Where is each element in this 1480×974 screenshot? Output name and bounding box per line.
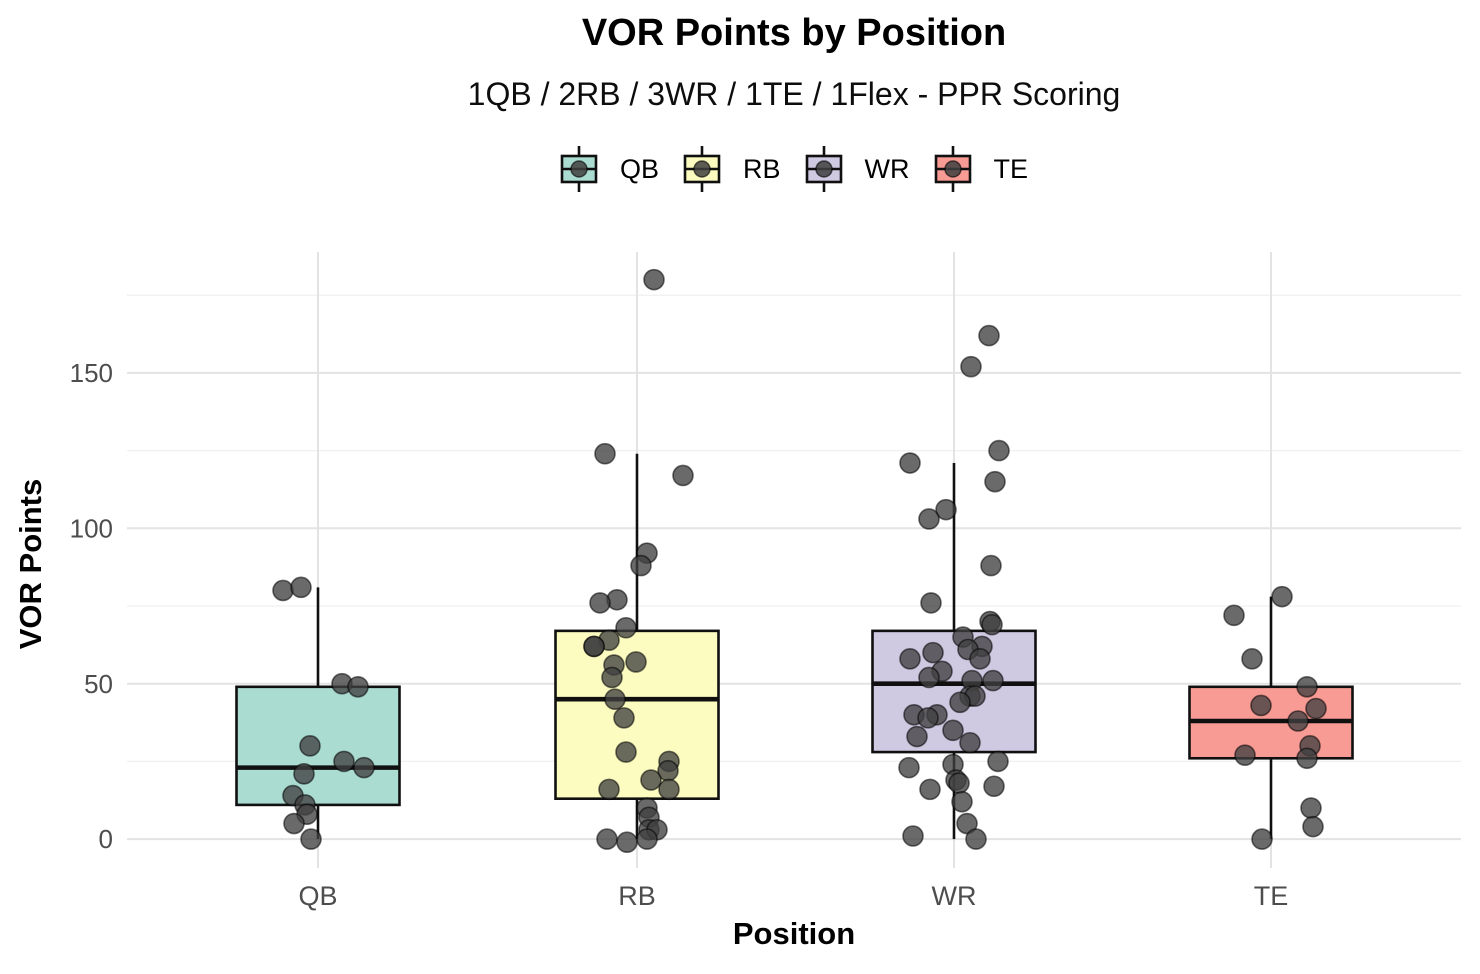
legend-key-boxplot-icon <box>805 146 842 192</box>
jitter-point-TE[interactable] <box>1296 676 1318 698</box>
jitter-point-RB[interactable] <box>640 769 662 791</box>
jitter-point-WR[interactable] <box>899 452 921 474</box>
jitter-point-RB[interactable] <box>643 268 665 291</box>
jitter-point-QB[interactable] <box>347 676 369 698</box>
jitter-point-WR[interactable] <box>965 828 987 850</box>
jitter-point-TE[interactable] <box>1300 797 1322 819</box>
jitter-point-WR[interactable] <box>980 554 1002 577</box>
jitter-point-WR[interactable] <box>949 691 971 714</box>
jitter-point-RB[interactable] <box>589 592 611 614</box>
y-tick-label: 50 <box>84 669 113 699</box>
jitter-point-WR[interactable] <box>960 355 982 378</box>
jitter-point-WR[interactable] <box>902 825 924 847</box>
jitter-point-RB[interactable] <box>583 635 605 658</box>
jitter-point-RB[interactable] <box>615 616 637 639</box>
jitter-point-TE[interactable] <box>1251 828 1273 850</box>
jitter-point-WR[interactable] <box>978 324 1000 347</box>
jitter-point-QB[interactable] <box>293 763 315 785</box>
legend-key-boxplot-icon <box>560 146 598 192</box>
legend-key-boxplot-icon <box>934 146 971 192</box>
jitter-point-RB[interactable] <box>636 828 658 850</box>
jitter-point-WR[interactable] <box>906 725 928 748</box>
jitter-point-WR[interactable] <box>935 498 957 521</box>
legend-item-TE[interactable]: TE <box>934 145 1029 193</box>
x-tick-label: QB <box>298 881 337 911</box>
jitter-point-TE[interactable] <box>1223 604 1245 627</box>
jitter-point-WR[interactable] <box>919 778 941 801</box>
jitter-point-TE[interactable] <box>1302 815 1324 838</box>
jitter-point-QB[interactable] <box>353 756 375 779</box>
jitter-point-RB[interactable] <box>604 688 626 711</box>
jitter-point-QB[interactable] <box>299 735 321 757</box>
jitter-point-TE[interactable] <box>1250 694 1272 717</box>
jitter-point-WR[interactable] <box>942 719 964 742</box>
y-tick-label: 150 <box>70 358 113 388</box>
jitter-point-WR[interactable] <box>988 439 1010 462</box>
jitter-point-QB[interactable] <box>283 812 305 835</box>
jitter-point-RB[interactable] <box>594 442 616 465</box>
jitter-point-RB[interactable] <box>616 831 638 854</box>
jitter-point-RB[interactable] <box>625 651 647 673</box>
y-tick-label: 100 <box>70 513 113 543</box>
legend-label: RB <box>743 153 781 184</box>
jitter-point-QB[interactable] <box>300 828 322 850</box>
jitter-point-RB[interactable] <box>658 778 680 801</box>
legend-item-WR[interactable]: WR <box>805 145 910 193</box>
jitter-point-WR[interactable] <box>917 707 939 729</box>
jitter-point-WR[interactable] <box>948 772 970 794</box>
jitter-point-WR[interactable] <box>899 648 921 670</box>
jitter-point-WR[interactable] <box>983 775 1005 798</box>
y-tick-label: 0 <box>99 824 113 854</box>
legend-label: QB <box>619 153 659 184</box>
chart-title: VOR Points by Position <box>581 12 1007 54</box>
y-axis-title: VOR Points <box>13 478 48 650</box>
legend-item-QB[interactable]: QB <box>560 145 659 193</box>
legend-label: TE <box>993 153 1029 184</box>
legend: QB RB WR TE <box>127 144 1461 194</box>
jitter-point-WR[interactable] <box>918 508 940 530</box>
legend-item-RB[interactable]: RB <box>683 145 781 193</box>
jitter-point-TE[interactable] <box>1296 747 1318 770</box>
jitter-point-TE[interactable] <box>1241 648 1263 670</box>
jitter-point-QB[interactable] <box>290 576 312 599</box>
jitter-point-TE[interactable] <box>1305 697 1327 720</box>
jitter-point-WR[interactable] <box>920 592 942 614</box>
legend-key-boxplot-icon <box>683 146 721 192</box>
jitter-point-WR[interactable] <box>982 669 1004 692</box>
jitter-point-RB[interactable] <box>601 666 623 689</box>
jitter-point-TE[interactable] <box>1287 710 1309 732</box>
jitter-point-WR[interactable] <box>959 731 981 754</box>
jitter-point-WR[interactable] <box>898 756 920 779</box>
x-tick-label: WR <box>932 881 977 911</box>
jitter-point-WR[interactable] <box>969 648 991 670</box>
legend-label: WR <box>864 153 910 184</box>
jitter-point-RB[interactable] <box>613 707 635 729</box>
jitter-point-RB[interactable] <box>630 554 652 577</box>
jitter-point-RB[interactable] <box>672 464 694 487</box>
jitter-point-WR[interactable] <box>922 641 944 664</box>
jitter-point-RB[interactable] <box>598 778 620 801</box>
jitter-point-RB[interactable] <box>596 828 618 850</box>
jitter-point-QB[interactable] <box>333 750 355 773</box>
jitter-point-WR[interactable] <box>981 613 1003 636</box>
jitter-point-QB[interactable] <box>272 579 294 602</box>
jitter-point-WR[interactable] <box>951 791 973 813</box>
jitter-point-RB[interactable] <box>615 741 637 763</box>
jitter-point-WR[interactable] <box>984 470 1006 493</box>
jitter-point-WR[interactable] <box>987 750 1009 773</box>
x-tick-label: RB <box>618 881 656 911</box>
x-axis-title: Position <box>732 916 856 951</box>
chart-subtitle: 1QB / 2RB / 3WR / 1TE / 1Flex - PPR Scor… <box>467 76 1121 112</box>
x-tick-label: TE <box>1254 881 1289 911</box>
jitter-point-WR[interactable] <box>918 666 940 689</box>
jitter-point-TE[interactable] <box>1234 744 1256 766</box>
jitter-point-TE[interactable] <box>1271 585 1293 608</box>
